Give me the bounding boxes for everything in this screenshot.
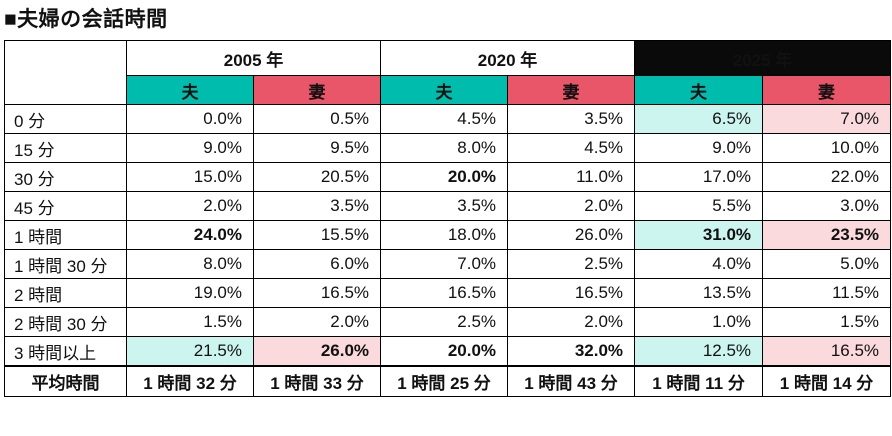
row-label: 1 時間 [4,220,127,251]
table-row: 3 時間以上 21.5% 26.0% 20.0% 32.0% 12.5% 16.5% [4,336,892,367]
year-header-2020: 2020 年 [380,40,636,77]
value-cell: 18.0% [380,220,509,251]
husband-header-2005: 夫 [126,75,254,106]
year-header-row: 2005 年 2020 年 2025 年 [4,40,892,106]
value-cell: 5.0% [762,249,892,280]
year-header-2025: 2025 年 [634,40,892,77]
average-cell: 1 時間 25 分 [380,364,509,398]
value-cell: 11.5% [762,278,892,309]
table-row: 2 時間 30 分 1.5% 2.0% 2.5% 2.0% 1.0% 1.5% [4,307,892,338]
value-cell: 15.0% [126,162,254,193]
value-cell: 9.0% [126,133,254,164]
value-cell: 3.5% [380,191,509,222]
value-cell: 15.5% [252,220,382,251]
value-cell: 11.0% [507,162,636,193]
value-cell: 9.5% [252,133,382,164]
value-cell: 20.0% [380,336,509,367]
value-cell: 16.5% [507,278,636,309]
husband-header-2020: 夫 [380,75,509,106]
row-label: 2 時間 30 分 [4,307,127,338]
value-cell: 5.5% [634,191,764,222]
sub-header-row: 夫 妻 夫 妻 夫 妻 [5,75,892,106]
conversation-time-table: 2005 年 2020 年 2025 年 夫 妻 夫 妻 夫 妻 0 分 0.0%… [4,40,892,398]
value-cell: 20.5% [252,162,382,193]
value-cell: 21.5% [126,336,254,367]
value-cell: 6.0% [252,249,382,280]
average-cell: 1 時間 11 分 [634,364,764,398]
page-title: ■夫婦の会話時間 [4,8,168,31]
average-time-row: 平均時間 1 時間 32 分 1 時間 33 分 1 時間 25 分 1 時間 … [4,364,892,398]
value-cell: 7.0% [762,104,892,135]
value-cell: 16.5% [380,278,509,309]
average-cell: 1 時間 32 分 [126,364,254,398]
value-cell: 10.0% [762,133,892,164]
value-cell: 8.0% [126,249,254,280]
value-cell: 4.0% [634,249,764,280]
value-cell: 1.0% [634,307,764,338]
value-cell: 6.5% [634,104,764,135]
table-row: 45 分 2.0% 3.5% 3.5% 2.0% 5.5% 3.0% [4,191,892,222]
value-cell: 2.5% [507,249,636,280]
value-cell: 1.5% [762,307,892,338]
value-cell: 22.0% [762,162,892,193]
value-cell: 2.0% [507,191,636,222]
value-cell: 2.0% [252,307,382,338]
table-row: 30 分 15.0% 20.5% 20.0% 11.0% 17.0% 22.0% [4,162,892,193]
table-row: 2 時間 19.0% 16.5% 16.5% 16.5% 13.5% 11.5% [4,278,892,309]
value-cell: 16.5% [252,278,382,309]
value-cell: 2.0% [507,307,636,338]
wife-header-2020: 妻 [507,75,636,106]
value-cell: 4.5% [380,104,509,135]
value-cell: 4.5% [507,133,636,164]
wife-header-2025: 妻 [762,75,892,106]
value-cell: 20.0% [380,162,509,193]
value-cell: 3.5% [252,191,382,222]
value-cell: 32.0% [507,336,636,367]
value-cell: 0.0% [126,104,254,135]
table-body: 0 分 0.0% 0.5% 4.5% 3.5% 6.5% 7.0% 15 分 9.0% 9.5% 8… [4,104,892,367]
row-label: 3 時間以上 [4,336,127,367]
page: ■夫婦の会話時間 2005 年 2020 年 2025 年 夫 妻 夫 妻 夫 … [4,8,892,398]
value-cell: 7.0% [380,249,509,280]
value-cell: 17.0% [634,162,764,193]
value-cell: 13.5% [634,278,764,309]
table-row: 15 分 9.0% 9.5% 8.0% 4.5% 9.0% 10.0% [4,133,892,164]
value-cell: 24.0% [126,220,254,251]
value-cell: 9.0% [634,133,764,164]
average-cell: 1 時間 14 分 [762,364,892,398]
value-cell: 1.5% [126,307,254,338]
row-label: 45 分 [4,191,127,222]
corner-cell [4,40,127,106]
year-header-2005: 2005 年 [125,40,382,77]
value-cell: 8.0% [380,133,509,164]
value-cell: 2.5% [380,307,509,338]
average-time-label: 平均時間 [4,364,127,398]
average-cell: 1 時間 33 分 [252,364,382,398]
value-cell: 26.0% [507,220,636,251]
wife-header-2005: 妻 [252,75,382,106]
row-label: 0 分 [4,104,127,135]
value-cell: 19.0% [126,278,254,309]
value-cell: 26.0% [252,336,382,367]
row-label: 15 分 [4,133,127,164]
value-cell: 31.0% [634,220,764,251]
row-label: 2 時間 [4,278,127,309]
value-cell: 2.0% [126,191,254,222]
value-cell: 23.5% [762,220,892,251]
value-cell: 12.5% [634,336,764,367]
husband-header-2025: 夫 [634,75,764,106]
row-label: 30 分 [4,162,127,193]
average-cell: 1 時間 43 分 [507,364,636,398]
value-cell: 0.5% [252,104,382,135]
table-row: 1 時間 30 分 8.0% 6.0% 7.0% 2.5% 4.0% 5.0% [4,249,892,280]
table-row: 0 分 0.0% 0.5% 4.5% 3.5% 6.5% 7.0% [4,104,892,135]
row-label: 1 時間 30 分 [4,249,127,280]
table-header: 2005 年 2020 年 2025 年 夫 妻 夫 妻 夫 妻 [4,40,892,106]
table-footer: 平均時間 1 時間 32 分 1 時間 33 分 1 時間 25 分 1 時間 … [4,364,892,398]
value-cell: 3.0% [762,191,892,222]
table-row: 1 時間 24.0% 15.5% 18.0% 26.0% 31.0% 23.5% [4,220,892,251]
value-cell: 3.5% [507,104,636,135]
value-cell: 16.5% [762,336,892,367]
